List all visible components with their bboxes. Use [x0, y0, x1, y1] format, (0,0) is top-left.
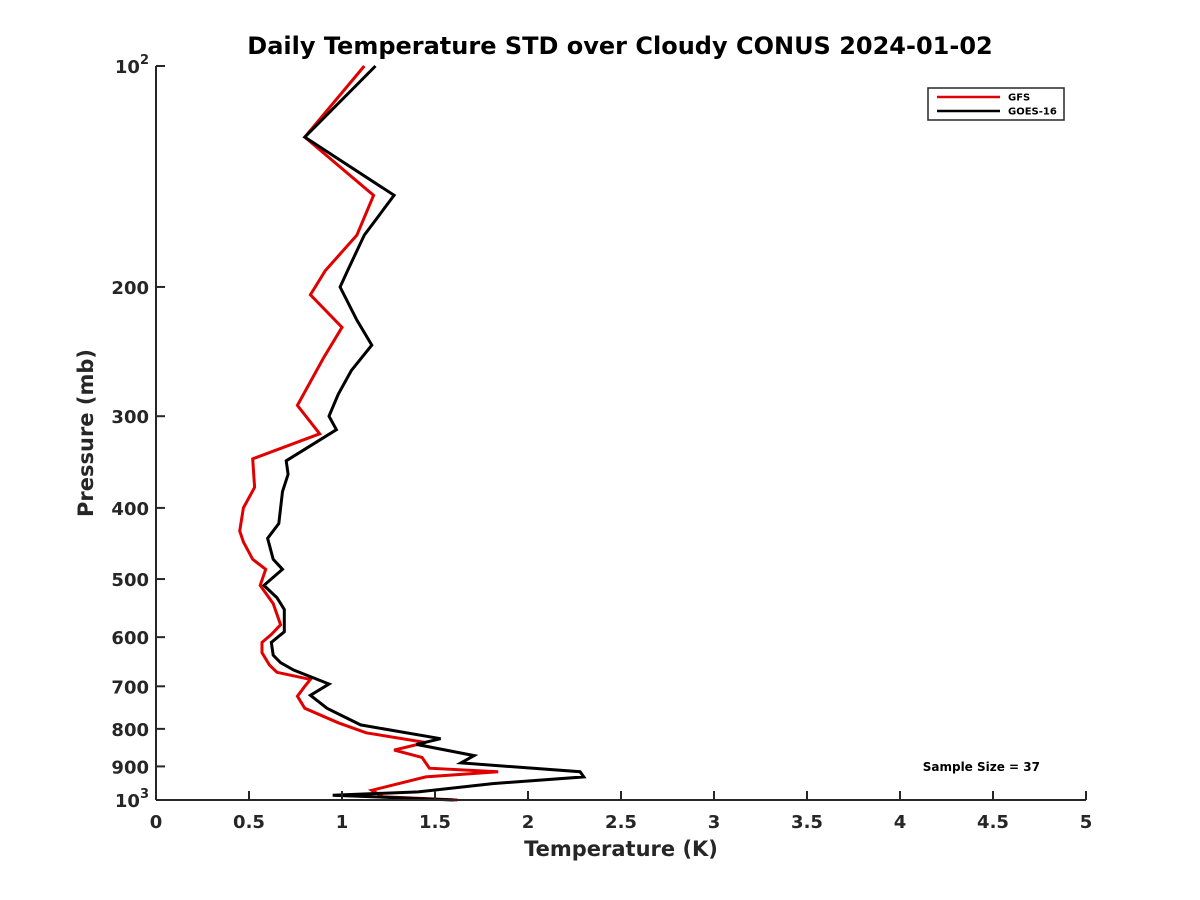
y-tick-label: 600 [111, 628, 149, 649]
x-axis-label: Temperature (K) [524, 837, 718, 861]
x-tick-label: 3 [708, 812, 721, 833]
y-tick-label: 200 [111, 278, 149, 299]
y-tick-label: 800 [111, 720, 149, 741]
series-line-gfs [238, 65, 499, 802]
x-tick-label: 2 [522, 812, 535, 833]
legend-box [927, 87, 1065, 121]
y-ticks: 102 200 300 400 500 600 700 800 900 103 [111, 53, 165, 812]
x-tick-label: 1.5 [419, 812, 451, 833]
y-tick-label: 300 [111, 407, 149, 428]
plot-lines [238, 64, 587, 802]
legend-label-goes-16: GOES-16 [1008, 107, 1057, 118]
y-tick-label: 103 [115, 787, 149, 812]
legend: GFS GOES-16 [927, 87, 1065, 121]
y-tick-label: 700 [111, 677, 149, 698]
legend-label-gfs: GFS [1008, 93, 1030, 104]
y-axis-label: Pressure (mb) [74, 349, 98, 517]
x-tick-label: 4.5 [977, 812, 1009, 833]
x-tick-label: 3.5 [791, 812, 823, 833]
x-tick-label: 0 [150, 812, 163, 833]
x-ticks: 0 0.5 1 1.5 2 2.5 3 3.5 4 4.5 5 [150, 791, 1093, 833]
x-tick-label: 2.5 [605, 812, 637, 833]
x-tick-label: 4 [894, 812, 907, 833]
y-tick-label: 900 [111, 757, 149, 778]
y-tick-label: 400 [111, 499, 149, 520]
series-line-goes-16 [261, 64, 587, 802]
x-tick-label: 1 [336, 812, 349, 833]
y-tick-label: 102 [115, 53, 149, 78]
sample-size-annotation: Sample Size = 37 [923, 760, 1040, 774]
chart-title: Daily Temperature STD over Cloudy CONUS … [247, 32, 992, 60]
y-tick-label: 500 [111, 570, 149, 591]
x-tick-label: 0.5 [233, 812, 265, 833]
x-tick-label: 5 [1080, 812, 1093, 833]
